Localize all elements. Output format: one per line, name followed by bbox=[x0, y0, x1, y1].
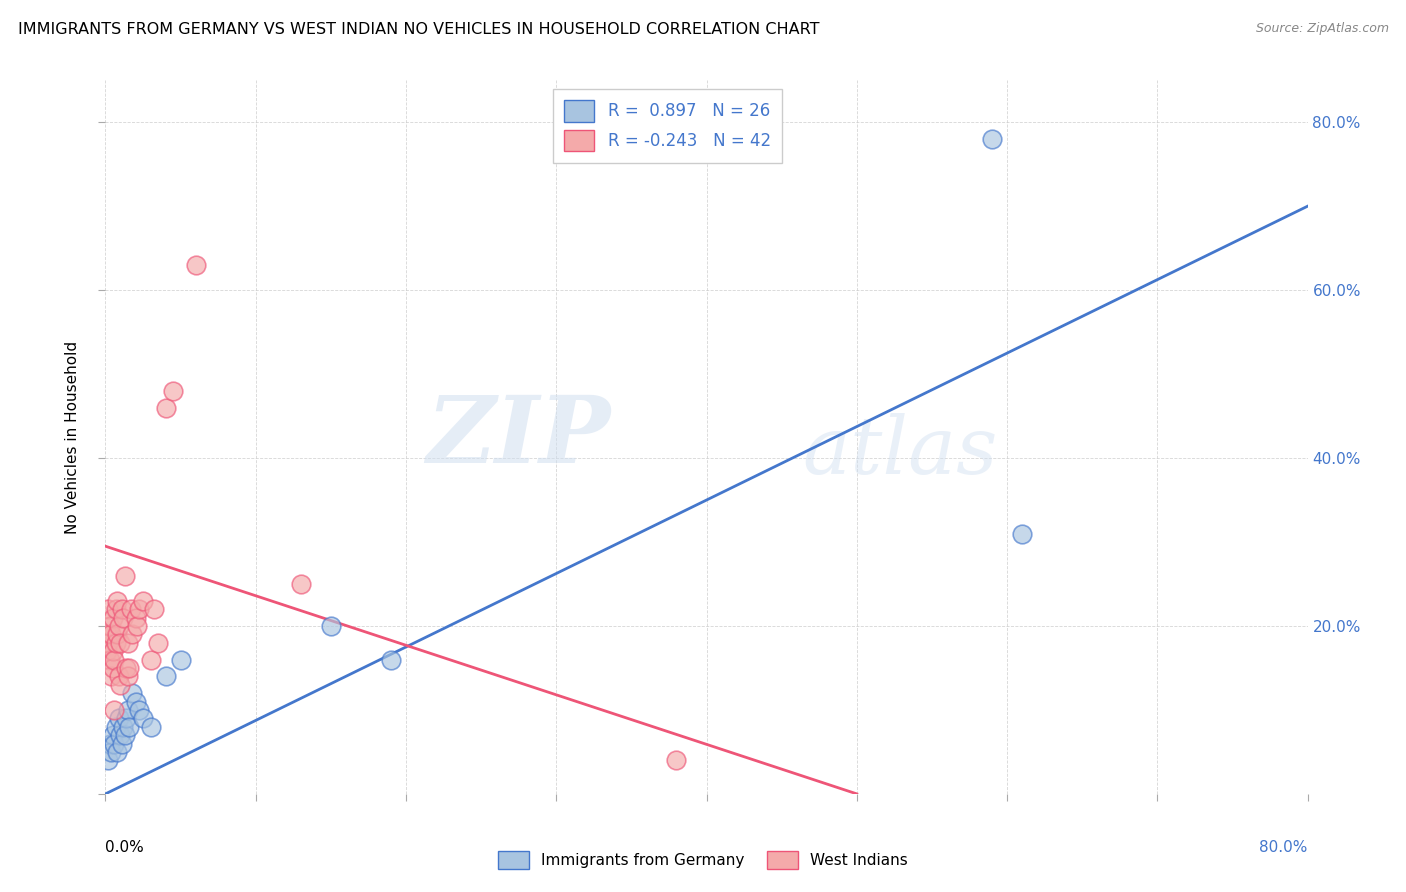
Point bbox=[96, 644, 118, 658]
Point bbox=[1011, 526, 1033, 541]
Point bbox=[107, 745, 129, 759]
Point bbox=[101, 610, 124, 624]
Legend: Immigrants from Germany, West Indians: Immigrants from Germany, West Indians bbox=[492, 845, 914, 875]
Point bbox=[110, 636, 132, 650]
Point bbox=[108, 619, 131, 633]
Point bbox=[117, 703, 139, 717]
Point bbox=[112, 720, 135, 734]
Point bbox=[104, 602, 127, 616]
Point bbox=[98, 737, 121, 751]
Point bbox=[117, 636, 139, 650]
Text: Source: ZipAtlas.com: Source: ZipAtlas.com bbox=[1256, 22, 1389, 36]
Point bbox=[98, 619, 121, 633]
Point bbox=[101, 644, 124, 658]
Point bbox=[115, 711, 138, 725]
Point bbox=[121, 686, 143, 700]
Point bbox=[380, 652, 402, 666]
Point bbox=[117, 669, 139, 683]
Point bbox=[103, 737, 125, 751]
Point bbox=[184, 258, 207, 272]
Point bbox=[120, 602, 142, 616]
Point bbox=[108, 669, 131, 683]
Point bbox=[139, 720, 162, 734]
Point bbox=[98, 652, 121, 666]
Point bbox=[124, 610, 146, 624]
Point bbox=[118, 661, 141, 675]
Point bbox=[169, 652, 191, 666]
Point bbox=[114, 728, 136, 742]
Point bbox=[100, 669, 122, 683]
Text: ZIP: ZIP bbox=[426, 392, 610, 482]
Point bbox=[107, 627, 129, 641]
Point bbox=[111, 737, 134, 751]
Y-axis label: No Vehicles in Household: No Vehicles in Household bbox=[65, 341, 80, 533]
Point bbox=[146, 636, 169, 650]
Point bbox=[101, 728, 124, 742]
Point bbox=[155, 669, 177, 683]
Point bbox=[103, 703, 125, 717]
Point bbox=[128, 602, 150, 616]
Point bbox=[981, 132, 1004, 146]
Text: 0.0%: 0.0% bbox=[105, 840, 145, 855]
Point bbox=[108, 711, 131, 725]
Point bbox=[100, 627, 122, 641]
Point bbox=[121, 627, 143, 641]
Point bbox=[124, 694, 146, 708]
Point bbox=[111, 602, 134, 616]
Point bbox=[110, 678, 132, 692]
Point bbox=[139, 652, 162, 666]
Text: 80.0%: 80.0% bbox=[1260, 840, 1308, 855]
Point bbox=[118, 720, 141, 734]
Point bbox=[125, 619, 148, 633]
Point bbox=[104, 636, 127, 650]
Point bbox=[107, 594, 129, 608]
Point bbox=[162, 384, 184, 398]
Point bbox=[114, 568, 136, 582]
Point bbox=[132, 711, 155, 725]
Point bbox=[319, 619, 342, 633]
Point bbox=[96, 627, 118, 641]
Point bbox=[100, 745, 122, 759]
Point bbox=[104, 720, 127, 734]
Point bbox=[101, 661, 124, 675]
Text: atlas: atlas bbox=[803, 413, 998, 490]
Point bbox=[103, 652, 125, 666]
Point bbox=[665, 753, 688, 767]
Text: IMMIGRANTS FROM GERMANY VS WEST INDIAN NO VEHICLES IN HOUSEHOLD CORRELATION CHAR: IMMIGRANTS FROM GERMANY VS WEST INDIAN N… bbox=[18, 22, 820, 37]
Legend: R =  0.897   N = 26, R = -0.243   N = 42: R = 0.897 N = 26, R = -0.243 N = 42 bbox=[553, 88, 782, 163]
Point bbox=[155, 401, 177, 415]
Point bbox=[128, 703, 150, 717]
Point bbox=[142, 602, 165, 616]
Point bbox=[110, 728, 132, 742]
Point bbox=[115, 661, 138, 675]
Point bbox=[97, 602, 120, 616]
Point bbox=[112, 610, 135, 624]
Point bbox=[97, 753, 120, 767]
Point bbox=[132, 594, 155, 608]
Point bbox=[97, 636, 120, 650]
Point bbox=[290, 577, 312, 591]
